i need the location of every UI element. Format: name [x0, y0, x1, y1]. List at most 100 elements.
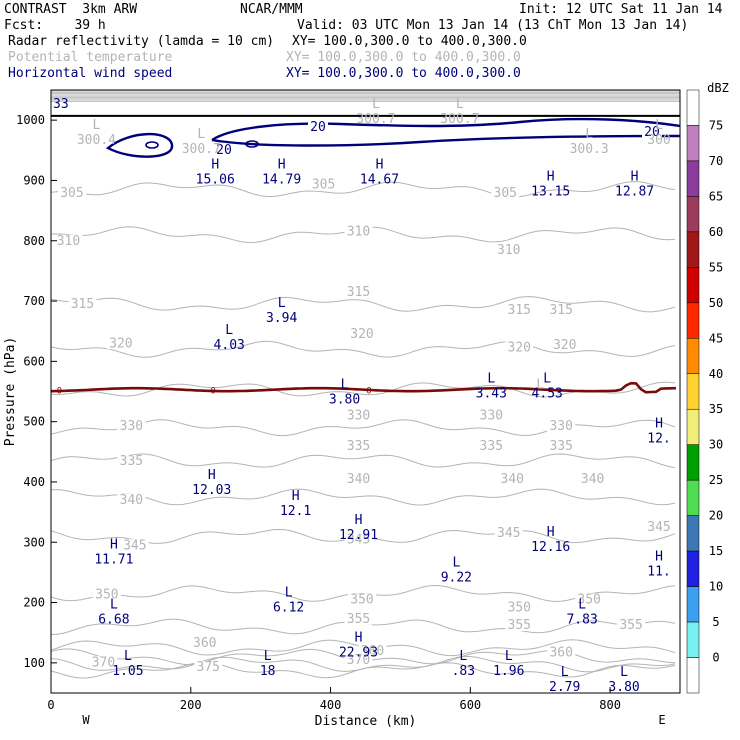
- isentrope-label: 330: [549, 419, 572, 434]
- y-tick-label: 700: [23, 294, 45, 308]
- isentrope-label: 330: [480, 409, 503, 424]
- isentrope-label: 335: [549, 439, 572, 454]
- x-tick-label: 600: [459, 698, 481, 712]
- header-forecast-hour: Fcst: 39 h: [4, 18, 106, 33]
- wind-extremum-marker: H: [278, 157, 286, 172]
- colorbar-level-label: 25: [709, 473, 723, 487]
- isentrope-label-bg: [477, 409, 506, 422]
- isentrope-label: 335: [120, 454, 143, 469]
- field-theta-xy: XY= 100.0,300.0 to 400.0,300.0: [286, 50, 521, 65]
- wind-extremum-value: 14.79: [262, 172, 301, 187]
- colorbar-swatch: [686, 338, 700, 375]
- colorbar-swatch: [686, 125, 700, 162]
- wind-extremum-value: 3.80: [608, 680, 639, 695]
- wind-extremum-value: 6.12: [273, 601, 304, 616]
- colorbar-level-label: 55: [709, 260, 723, 274]
- wind-extremum-marker: L: [278, 296, 286, 311]
- isentrope-label-bg: [344, 612, 373, 625]
- wind-extremum-value: 9.22: [441, 570, 472, 585]
- field-reflectivity-name: Radar reflectivity (lamda = 10 cm): [8, 34, 275, 49]
- isentrope-label-bg: [309, 178, 338, 191]
- isentrope-label-bg: [575, 593, 604, 606]
- isentrope-label: 355: [347, 612, 370, 627]
- colorbar-swatch: [686, 267, 700, 304]
- theta-extremum-marker: L: [655, 118, 663, 133]
- wind-extremum-marker: L: [452, 555, 460, 570]
- isentrope-label-bg: [547, 439, 576, 452]
- wind-extremum-marker: L: [225, 323, 233, 338]
- freezing-level-label: 0: [366, 387, 371, 397]
- x-tick-label: 400: [320, 698, 342, 712]
- isentrope-label-bg: [494, 527, 523, 540]
- wind-extremum-value: 22.93: [339, 646, 378, 661]
- wind-extremum-marker: H: [208, 468, 216, 483]
- wind-extremum-value: 12.16: [531, 540, 570, 555]
- colorbar-level-label: 0: [712, 651, 719, 665]
- isentrope-label: 335: [347, 439, 370, 454]
- header-valid-time: Valid: 03 UTC Mon 13 Jan 14 (13 ChT Mon …: [297, 18, 689, 33]
- isentrope-label-bg: [498, 472, 527, 485]
- isentrope-label: 330: [120, 419, 143, 434]
- colorbar-level-label: 10: [709, 580, 723, 594]
- isentrope-label: 350: [95, 588, 118, 603]
- isentrope-label-bg: [117, 419, 146, 432]
- wind-extremum-marker: H: [547, 169, 555, 184]
- isentrope-label-bg: [54, 234, 83, 247]
- wind-isotach-label-bg: [308, 121, 328, 133]
- colorbar-level-label: 60: [709, 225, 723, 239]
- isentrope-label: 345: [123, 538, 146, 553]
- y-tick-label: 600: [23, 354, 45, 368]
- isentrope-label-bg: [92, 588, 121, 601]
- colorbar-swatch: [686, 373, 700, 410]
- x-axis-title: Distance (km): [315, 714, 417, 729]
- colorbar-swatch: [686, 444, 700, 481]
- wind-extremum-marker: L: [110, 598, 118, 613]
- theta-extremum-value: 300: [647, 133, 670, 148]
- colorbar-swatch: [686, 196, 700, 233]
- colorbar-level-label: 70: [709, 154, 723, 168]
- y-tick-label: 900: [23, 173, 45, 187]
- isentrope-label: 360: [549, 646, 572, 661]
- colorbar-swatch: [686, 160, 700, 197]
- isentrope-label-bg: [344, 225, 373, 238]
- isentrope-label: 320: [553, 338, 576, 353]
- wind-extremum-value: 11.: [647, 564, 670, 579]
- colorbar-level-label: 65: [709, 189, 723, 203]
- wind-extremum-marker: L: [341, 377, 349, 392]
- isentrope-line: [51, 340, 676, 358]
- isentrope-label-bg: [57, 187, 86, 200]
- isentrope-label: 355: [619, 618, 642, 633]
- wind-extremum-marker: L: [505, 649, 513, 664]
- isentrope-label: 340: [581, 472, 604, 487]
- wind-extremum-marker: H: [547, 525, 555, 540]
- colorbar-swatch: [686, 621, 700, 658]
- isentrope-label-bg: [547, 304, 576, 317]
- isentrope-label-bg: [494, 243, 523, 256]
- isentrope-label: 350: [350, 593, 373, 608]
- isentrope-label-bg: [117, 454, 146, 467]
- wind-extremum-value: 12.1: [280, 504, 311, 519]
- colorbar-swatch: [686, 586, 700, 623]
- isentrope-label: 305: [312, 178, 335, 193]
- plot-frame: [50, 89, 681, 694]
- theta-extremum-marker: L: [93, 118, 101, 133]
- field-theta-name: Potential temperature: [8, 50, 173, 65]
- header-center-name: NCAR/MMM: [240, 2, 303, 17]
- theta-extremum-marker: L: [372, 97, 380, 112]
- wind-extremum-marker: L: [620, 665, 628, 680]
- colorbar-swatch: [686, 302, 700, 339]
- isentrope-label-bg: [344, 653, 373, 666]
- wind-extremum-value: 4.53: [532, 386, 563, 401]
- isentrope-label: 310: [347, 225, 370, 240]
- isentrope-label: 340: [347, 472, 370, 487]
- isentrope-label: 320: [109, 336, 132, 351]
- wind-extremum-marker: L: [459, 649, 467, 664]
- isentrope-label: 305: [494, 186, 517, 201]
- isentrope-label-bg: [344, 439, 373, 452]
- isentrope-label: 375: [197, 660, 220, 675]
- colorbar-swatch: [686, 231, 700, 268]
- theta-extremum-marker: L: [197, 127, 205, 142]
- isentrope-label-bg: [505, 304, 534, 317]
- isentrope-line: [51, 488, 676, 506]
